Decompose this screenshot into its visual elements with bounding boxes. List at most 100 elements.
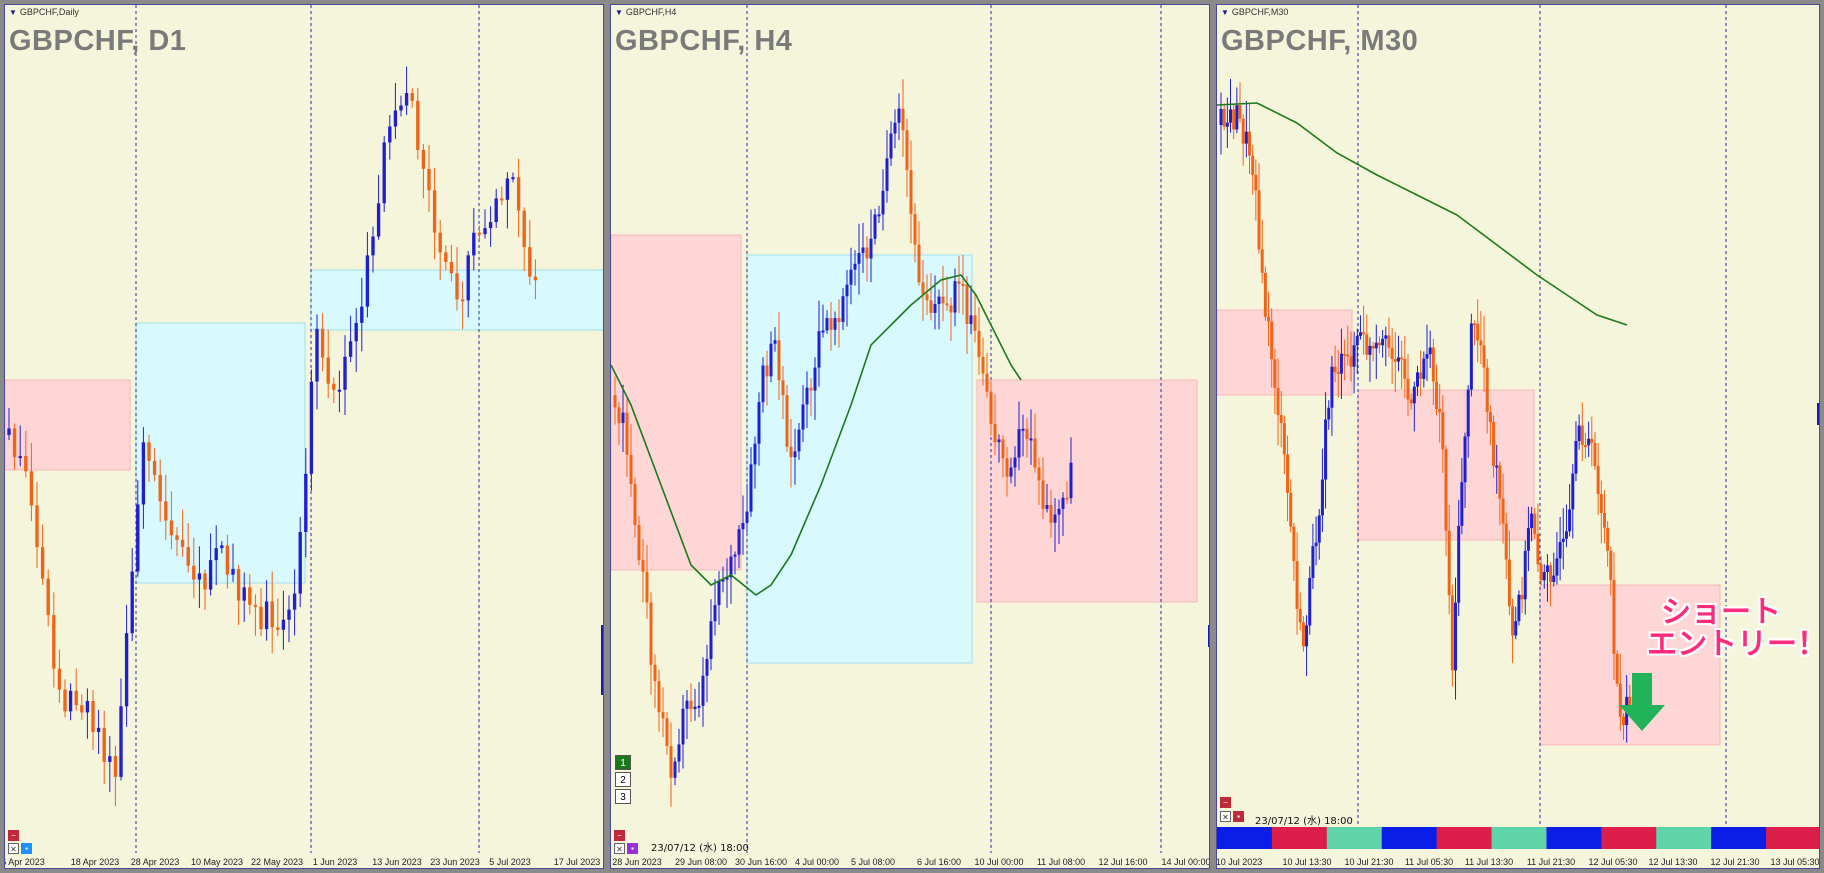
price-chart-svg[interactable] (5, 5, 604, 869)
bear-candle (1507, 559, 1511, 607)
bear-candle (829, 318, 833, 330)
bull-candle (737, 529, 741, 555)
bear-candle (80, 705, 84, 713)
bear-candle (35, 505, 39, 548)
bear-candle (649, 602, 653, 665)
timeframe-button-2[interactable]: 2 (615, 772, 631, 787)
bull-candle (1454, 602, 1458, 671)
bull-candle (1463, 436, 1467, 483)
bear-candle (91, 700, 95, 732)
x-icon[interactable]: ✕ (1220, 811, 1231, 822)
bear-candle (905, 130, 909, 171)
bear-candle (1260, 249, 1264, 273)
dropdown-arrow-icon[interactable]: ▼ (9, 8, 17, 17)
close-button[interactable]: − (8, 830, 19, 841)
caption-text: GBPCHF,M30 (1231, 7, 1289, 17)
timeframe-button-3[interactable]: 3 (615, 789, 631, 804)
bear-candle (326, 357, 330, 384)
x-axis-tick-label: 28 Jun 2023 (612, 857, 662, 867)
x-axis-tick-label: 10 Jul 21:30 (1344, 857, 1394, 867)
chart-panel-h4[interactable]: ▼ GBPCHF,H4 GBPCHF, H4 1 2 3 − ✕ ▪ 23/07/… (610, 4, 1210, 869)
bull-candle (825, 318, 829, 331)
bear-candle (1450, 595, 1454, 671)
bear-candle (332, 383, 336, 390)
bull-candle (1061, 497, 1065, 509)
bear-candle (1488, 411, 1492, 423)
dropdown-arrow-icon[interactable]: ▼ (615, 8, 623, 17)
bull-candle (757, 402, 761, 444)
bull-candle (1069, 462, 1073, 499)
bull-candle (292, 593, 297, 610)
bear-candle (1621, 716, 1625, 726)
indicator-icon[interactable]: ▪ (1233, 811, 1244, 822)
bear-candle (63, 689, 67, 712)
indicator-icon[interactable]: ▪ (627, 843, 638, 854)
bull-candle (242, 587, 246, 601)
bull-candle (1428, 347, 1432, 355)
bull-candle (472, 232, 476, 256)
bear-candle (809, 387, 813, 391)
bear-candle (669, 746, 673, 778)
bear-candle (1393, 359, 1397, 362)
bull-candle (717, 581, 721, 606)
price-marker (601, 625, 603, 695)
bear-candle (917, 244, 921, 283)
bull-candle (343, 356, 347, 390)
bull-candle (705, 658, 709, 676)
bear-candle (1501, 498, 1505, 524)
x-axis-tick-label: 30 Jun 16:00 (734, 857, 788, 867)
bull-candle (1320, 479, 1324, 516)
bull-candle (1555, 558, 1559, 576)
bull-candle (1314, 542, 1318, 547)
bear-candle (1371, 345, 1375, 349)
x-axis-tick-label: 13 Jul 05:30 (1770, 857, 1820, 867)
session-segment-blue (1381, 827, 1438, 849)
close-button[interactable]: − (1220, 797, 1231, 808)
chart-panel-daily[interactable]: ▼ GBPCHF,Daily GBPCHF, D1 − ✕ ▪ 6 Apr 202… (4, 4, 604, 869)
close-button[interactable]: − (614, 830, 625, 841)
bear-candle (455, 273, 459, 300)
bull-candle (693, 706, 697, 710)
bear-candle (1346, 354, 1350, 357)
bear-candle (203, 573, 207, 590)
bear-candle (74, 690, 78, 706)
x-axis-tick-label: 12 Jul 16:00 (1098, 857, 1148, 867)
bull-candle (1045, 505, 1049, 509)
bear-candle (901, 108, 905, 131)
bull-candle (1053, 514, 1057, 523)
timeframe-button-1[interactable]: 1 (615, 755, 631, 770)
bull-candle (1017, 429, 1021, 458)
bull-candle (1330, 366, 1334, 408)
bull-candle (1374, 342, 1378, 349)
x-icon[interactable]: ✕ (8, 843, 19, 854)
bull-candle (1244, 131, 1248, 144)
session-segment-red (1436, 827, 1493, 849)
bull-candle (348, 341, 353, 357)
zone-blue-1 (746, 254, 973, 664)
x-icon[interactable]: ✕ (614, 843, 625, 854)
bull-candle (108, 756, 112, 762)
bear-candle (653, 664, 657, 682)
x-axis-tick-label: 1 Jun 2023 (312, 857, 358, 867)
bear-candle (1520, 594, 1524, 600)
price-chart-svg[interactable] (611, 5, 1210, 869)
bear-candle (1609, 550, 1613, 580)
price-chart-svg[interactable] (1217, 5, 1820, 869)
zone-pink-2 (1539, 584, 1721, 746)
bull-candle (881, 190, 885, 215)
bull-candle (953, 281, 957, 313)
chart-panel-m30[interactable]: ▼ GBPCHF,M30 GBPCHF, M30 − ✕ ▪ 23/07/12 (… (1216, 4, 1820, 869)
x-axis-tick-label: 28 Apr 2023 (130, 857, 180, 867)
bear-candle (1612, 579, 1616, 654)
bear-candle (57, 668, 62, 690)
bear-candle (1254, 174, 1258, 191)
bear-candle (1403, 358, 1407, 379)
bear-candle (661, 712, 665, 719)
bull-candle (1009, 467, 1013, 477)
dropdown-arrow-icon[interactable]: ▼ (1221, 8, 1229, 17)
price-marker (1817, 403, 1819, 425)
bull-candle (861, 247, 865, 254)
indicator-icon[interactable]: ▪ (21, 843, 32, 854)
bull-candle (889, 133, 893, 159)
